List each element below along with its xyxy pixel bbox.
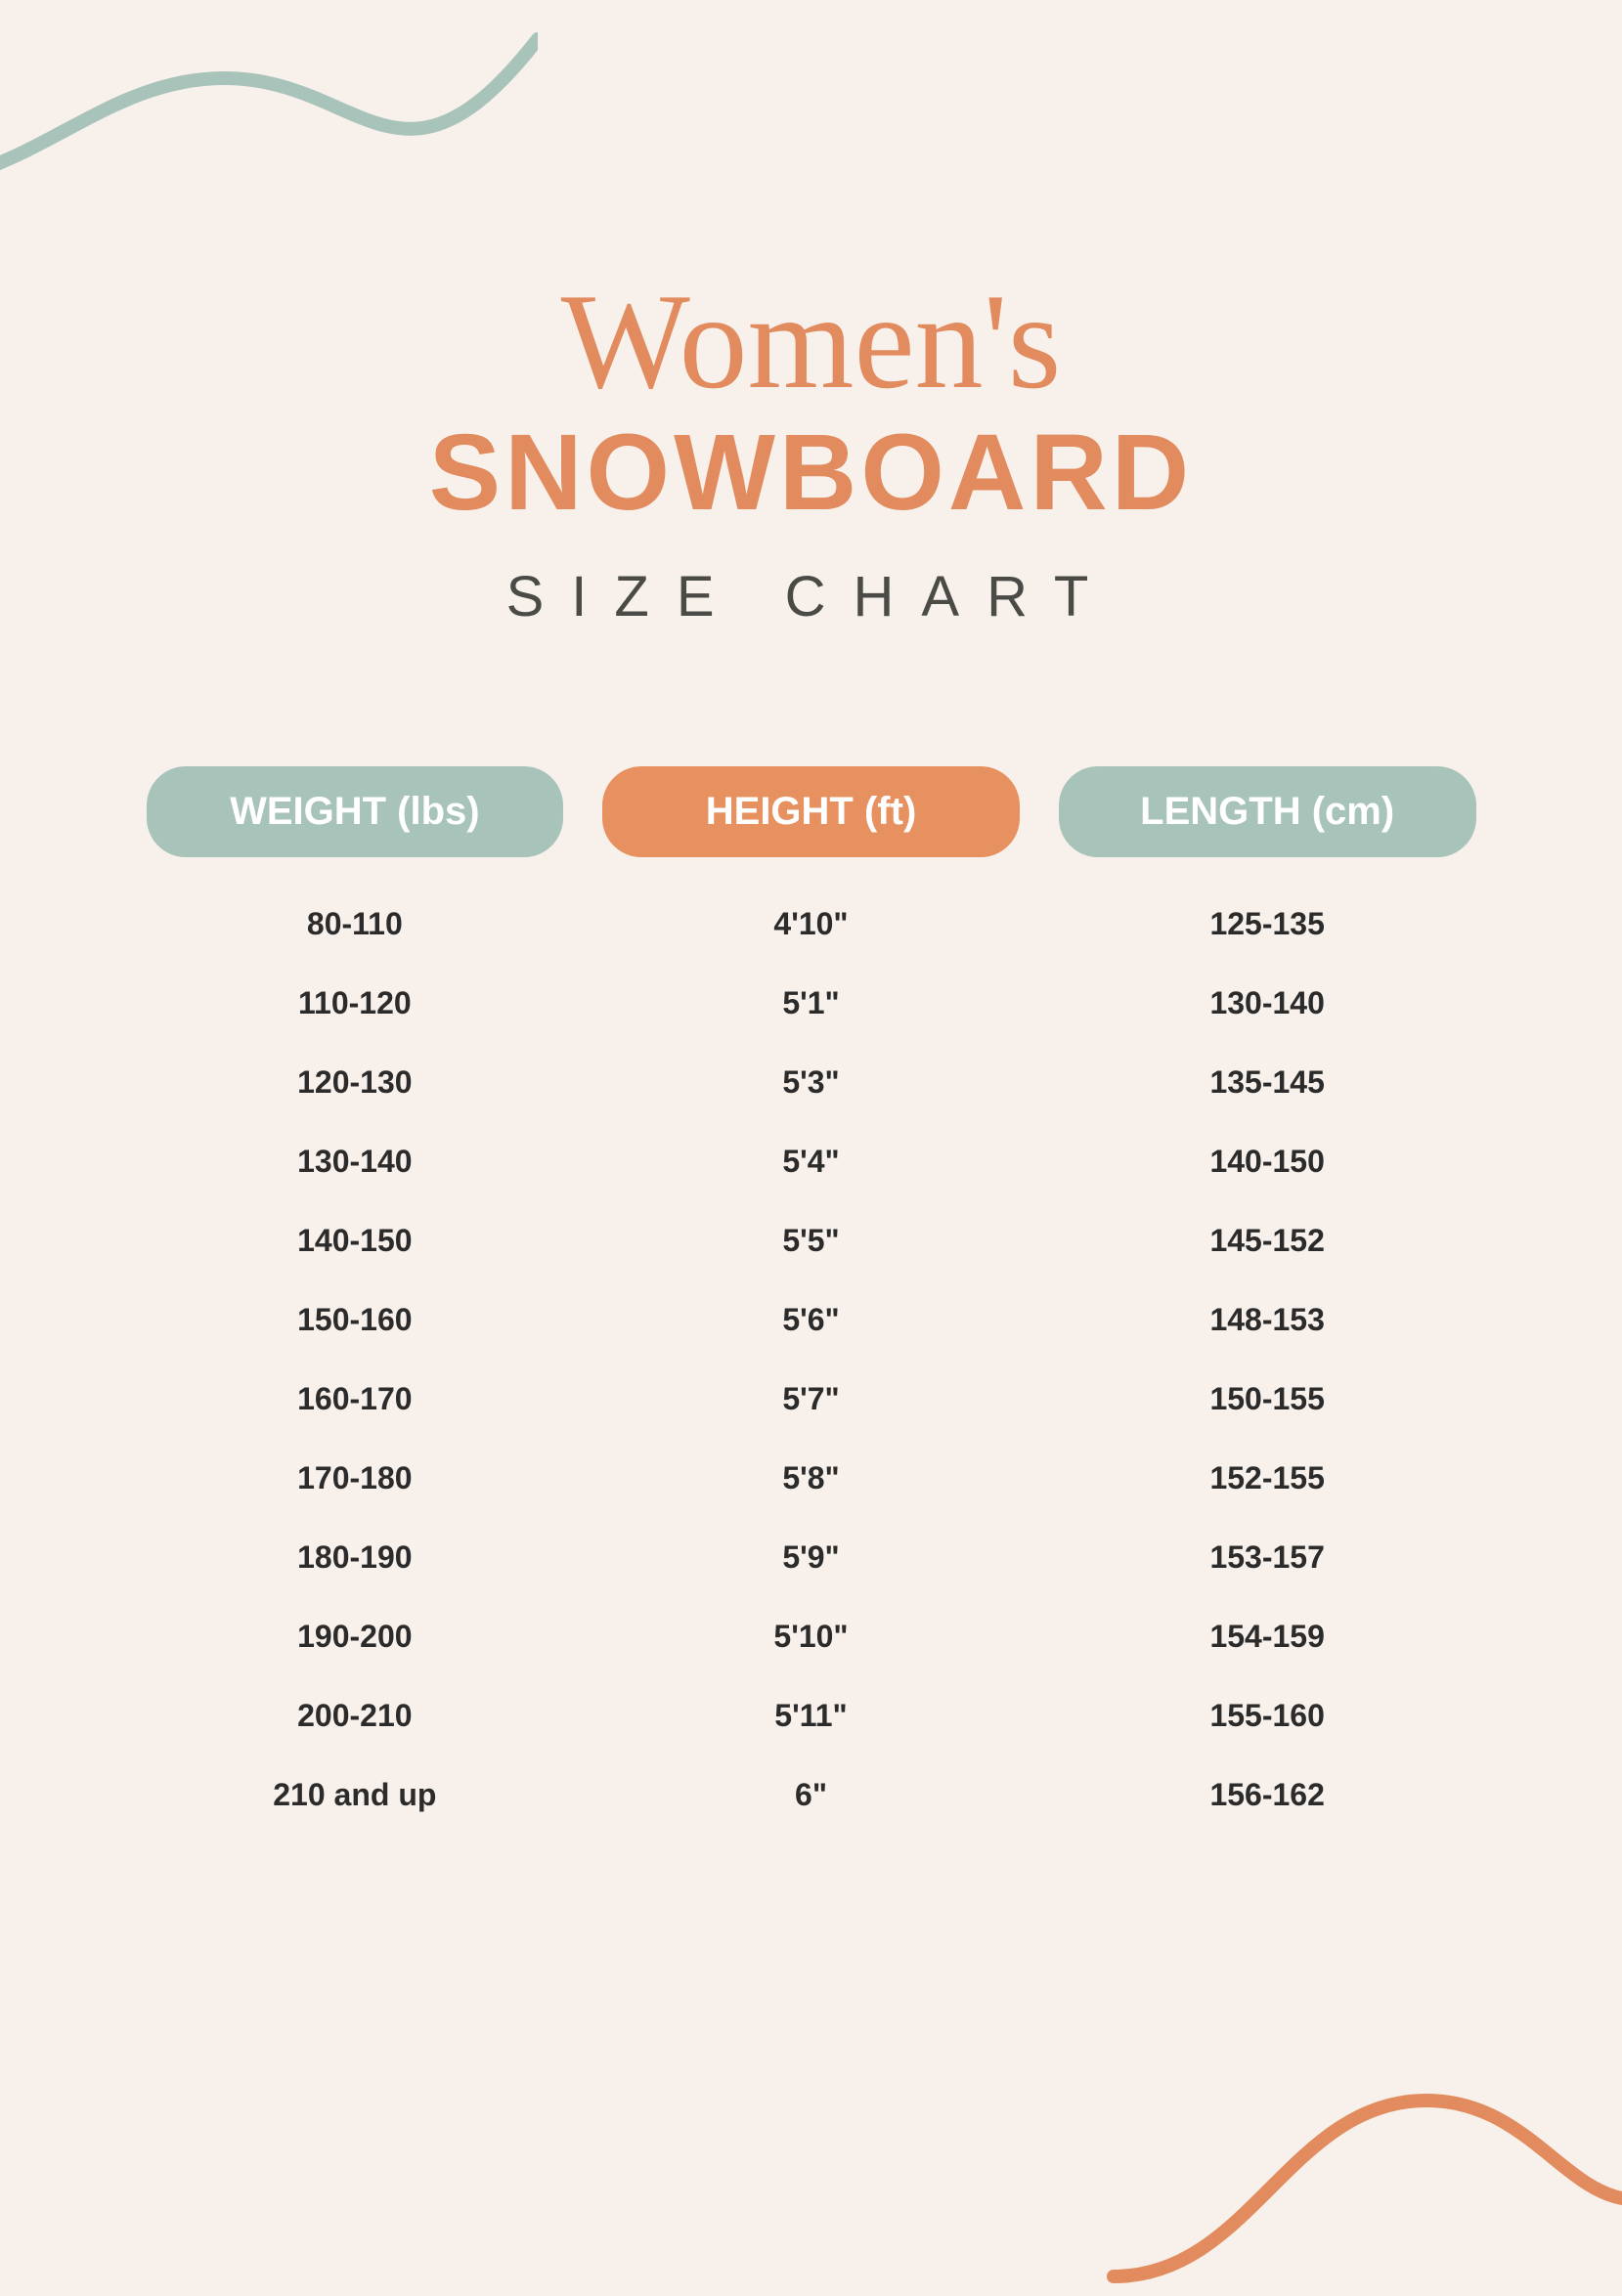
table-cell: 5'11": [602, 1698, 1020, 1734]
table-cell: 154-159: [1059, 1619, 1476, 1655]
table-cell: 120-130: [147, 1064, 564, 1101]
table-cell: 153-157: [1059, 1539, 1476, 1576]
squiggle-bottom-path: [1114, 2101, 1622, 2276]
table-cell: 170-180: [147, 1460, 564, 1496]
table-cell: 140-150: [147, 1223, 564, 1259]
table-cell: 210 and up: [147, 1777, 564, 1813]
column-header-1: HEIGHT (ft): [602, 766, 1020, 857]
table-cell: 180-190: [147, 1539, 564, 1576]
table-cell: 190-200: [147, 1619, 564, 1655]
column-header-2: LENGTH (cm): [1059, 766, 1476, 857]
table-cell: 148-153: [1059, 1302, 1476, 1338]
decorative-squiggle-bottom: [1074, 1905, 1622, 2296]
table-cell: 5'1": [602, 985, 1020, 1021]
table-cell: 160-170: [147, 1381, 564, 1417]
main-title: SNOWBOARD: [0, 411, 1622, 535]
table-row: 150-160 5'6" 148-153: [147, 1302, 1476, 1338]
main-content: Women's SNOWBOARD SIZE CHART WEIGHT (lbs…: [0, 274, 1622, 1856]
table-row: 140-150 5'5" 145-152: [147, 1223, 1476, 1259]
table-cell: 5'5": [602, 1223, 1020, 1259]
table-cell: 5'4": [602, 1144, 1020, 1180]
table-cell: 4'10": [602, 906, 1020, 942]
table-row: 210 and up 6" 156-162: [147, 1777, 1476, 1813]
table-row: 160-170 5'7" 150-155: [147, 1381, 1476, 1417]
decorative-squiggle-top: [0, 0, 538, 274]
table-cell: 5'9": [602, 1539, 1020, 1576]
table-cell: 5'6": [602, 1302, 1020, 1338]
table-cell: 110-120: [147, 985, 564, 1021]
table-cell: 155-160: [1059, 1698, 1476, 1734]
table-cell: 150-160: [147, 1302, 564, 1338]
squiggle-top-path: [0, 39, 538, 186]
script-title: Women's: [0, 274, 1622, 411]
table-row: 200-210 5'11" 155-160: [147, 1698, 1476, 1734]
column-header-0: WEIGHT (lbs): [147, 766, 564, 857]
table-row: 180-190 5'9" 153-157: [147, 1539, 1476, 1576]
table-row: 80-110 4'10" 125-135: [147, 906, 1476, 942]
table-row: 110-120 5'1" 130-140: [147, 985, 1476, 1021]
table-cell: 145-152: [1059, 1223, 1476, 1259]
table-cell: 152-155: [1059, 1460, 1476, 1496]
table-row: 190-200 5'10" 154-159: [147, 1619, 1476, 1655]
table-row: 170-180 5'8" 152-155: [147, 1460, 1476, 1496]
table-cell: 5'8": [602, 1460, 1020, 1496]
table-headers: WEIGHT (lbs) HEIGHT (ft) LENGTH (cm): [147, 766, 1476, 857]
sub-title: SIZE CHART: [0, 564, 1622, 629]
table-row: 120-130 5'3" 135-145: [147, 1064, 1476, 1101]
table-cell: 130-140: [147, 1144, 564, 1180]
table-cell: 125-135: [1059, 906, 1476, 942]
table-cell: 130-140: [1059, 985, 1476, 1021]
table-body: 80-110 4'10" 125-135 110-120 5'1" 130-140 120-…: [147, 906, 1476, 1813]
table-row: 130-140 5'4" 140-150: [147, 1144, 1476, 1180]
table-cell: 80-110: [147, 906, 564, 942]
table-cell: 135-145: [1059, 1064, 1476, 1101]
table-cell: 5'10": [602, 1619, 1020, 1655]
table-cell: 150-155: [1059, 1381, 1476, 1417]
size-table: WEIGHT (lbs) HEIGHT (ft) LENGTH (cm) 80-11…: [147, 766, 1476, 1813]
table-cell: 5'7": [602, 1381, 1020, 1417]
table-cell: 5'3": [602, 1064, 1020, 1101]
table-cell: 156-162: [1059, 1777, 1476, 1813]
table-cell: 140-150: [1059, 1144, 1476, 1180]
table-cell: 200-210: [147, 1698, 564, 1734]
table-cell: 6": [602, 1777, 1020, 1813]
